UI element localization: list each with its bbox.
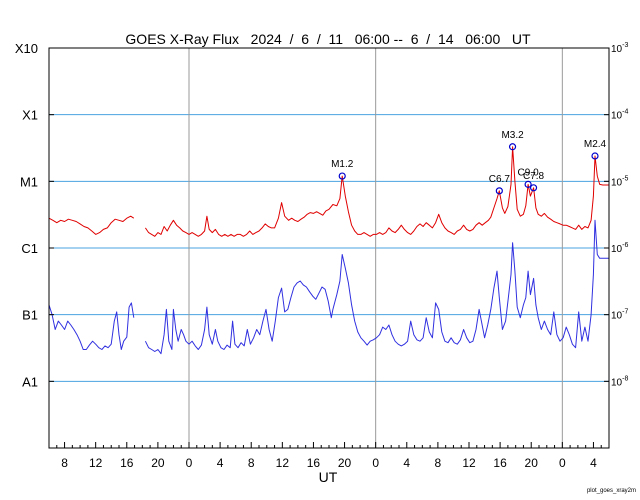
grid-layer [49,48,609,448]
x-tick-label: 16 [493,456,507,470]
flare-label: M2.4 [584,139,607,150]
flare-label: C6.7 [489,174,511,185]
footer-label: plot_goes_xray2m [587,488,636,494]
x-tick-label: 12 [89,456,103,470]
left-axis-label: C1 [21,241,38,256]
x-tick-label: 4 [590,456,597,470]
x-tick-label: 4 [217,456,224,470]
left-axis-label: X10 [15,41,38,56]
flare-label: M3.2 [501,130,524,141]
right-axis-label: 10-7 [611,309,628,322]
right-axis-label: 10-6 [611,242,628,255]
x-tick-label: 0 [559,456,566,470]
x-tick-label: 8 [61,456,68,470]
flare-marker [495,187,503,195]
right-axis-label: 10-4 [611,109,628,122]
x-tick-label: 0 [186,456,193,470]
x-tick-label: 20 [525,456,539,470]
chart-title: GOES X-Ray Flux 2024 / 6 / 11 06:00 -- 6… [125,31,531,47]
flare-marker [508,143,517,151]
x-tick-label: 8 [248,456,255,470]
flare-label: M1.2 [331,159,354,170]
left-axis-label: M1 [20,174,38,189]
x-tick-label: 16 [307,456,321,470]
x-tick-label: 20 [151,456,165,470]
x-tick-label: 20 [338,456,352,470]
x-tick-label: 12 [462,456,476,470]
x-tick-label: 8 [435,456,442,470]
flare-label: C9.0 [518,167,540,178]
right-axis-label: 10-8 [611,375,628,388]
left-axis-label: B1 [22,308,38,323]
x-axis-label: UT [319,469,338,485]
annotation-layer: M1.2 C6.7 M3.2 C9.0C7.8 M2.4 [331,130,607,195]
flare-marker [591,152,599,160]
flare-label: C7.8 [523,171,545,182]
left-axis-label: A1 [22,374,38,389]
right-axis-label: 10-3 [611,42,628,55]
x-tick-label: 12 [276,456,290,470]
x-tick-label: 0 [372,456,379,470]
series-line-long-wavelength [48,146,609,237]
right-axis-label: 10-5 [611,175,628,188]
x-tick-label: 16 [120,456,134,470]
series-line-short-wavelength [48,219,609,355]
flare-marker [524,180,532,188]
x-tick-label: 4 [403,456,410,470]
flare-marker [338,172,346,180]
flare-marker [529,184,538,192]
axis-layer: A1 B1 C1 M1 X1 X10 10-8 10-7 10-6 10-5 10-4 10-3 8 12… [15,41,629,470]
left-axis-label: X1 [22,108,38,123]
